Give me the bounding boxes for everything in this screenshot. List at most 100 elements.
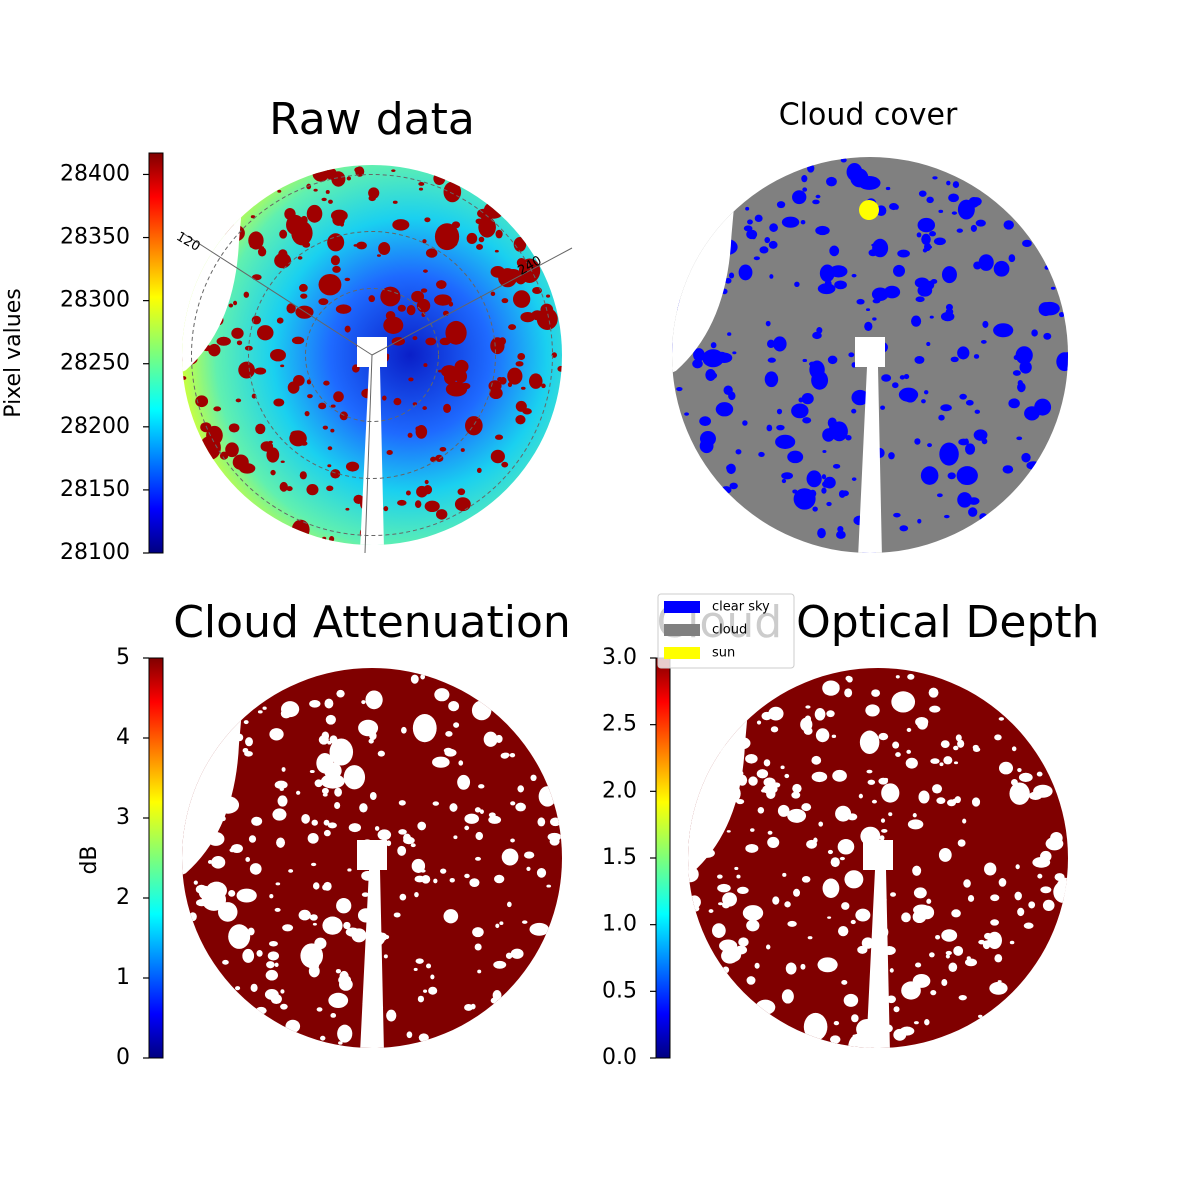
cloud-patch — [382, 395, 387, 401]
colorbar-tick-label: 2.0 — [602, 778, 637, 803]
cloud-patch — [998, 878, 1007, 887]
cloud-patch — [457, 488, 466, 496]
cloud-patch — [358, 719, 379, 737]
cloud-patch — [998, 761, 1013, 775]
cloud-patch — [971, 797, 981, 807]
cloud-patch — [343, 765, 366, 790]
cloud-patch — [195, 395, 209, 408]
cloud-patch — [907, 819, 924, 830]
cloud-patch — [777, 804, 790, 817]
cloud-patch — [897, 249, 910, 258]
cloud-patch — [274, 780, 288, 790]
cloud-patch — [823, 476, 836, 489]
cloud-patch — [286, 303, 296, 314]
cloud-patch — [827, 355, 838, 365]
cloud-patch — [334, 787, 342, 797]
cloud-patch — [318, 298, 329, 306]
cloud-patch — [926, 196, 934, 204]
cloud-patch — [399, 893, 407, 901]
cloud-patch — [353, 244, 358, 247]
cloud-patch — [1058, 311, 1065, 318]
cloud-patch — [478, 236, 485, 243]
cloud-patch — [291, 519, 310, 540]
cloud-patch — [516, 258, 527, 268]
mask-mast — [357, 840, 387, 1048]
cloud-patch — [300, 293, 308, 299]
cloud-patch — [257, 325, 274, 341]
colorbar — [655, 657, 671, 1059]
cloud-patch — [1056, 352, 1068, 372]
cloud-patch — [929, 315, 934, 319]
cloud-patch — [785, 962, 797, 975]
cloud-patch — [507, 382, 513, 388]
cloud-patch — [920, 466, 939, 485]
cloud-patch — [829, 265, 848, 278]
cloud-patch — [333, 1000, 338, 1004]
cloud-patch — [939, 762, 944, 767]
cloud-patch — [343, 921, 351, 930]
cloud-patch — [911, 315, 922, 327]
cloud-patch — [826, 501, 832, 507]
cloud-patch — [1011, 779, 1018, 786]
cloud-patch — [454, 359, 469, 374]
cloud-patch — [338, 1041, 343, 1045]
cloud-patch — [320, 774, 345, 789]
cloud-patch — [848, 1033, 872, 1048]
cloud-patch — [322, 425, 328, 430]
cloud-patch — [281, 767, 286, 772]
cloud-patch — [287, 381, 300, 394]
cloud-patch — [418, 182, 425, 186]
cloud-patch — [499, 921, 504, 925]
cloud-patch — [1015, 346, 1033, 365]
cloud-patch — [423, 363, 428, 368]
cloud-patch — [824, 689, 829, 695]
cloud-patch — [474, 807, 481, 813]
cloud-patch — [722, 966, 730, 974]
cloud-patch — [515, 802, 526, 812]
polar-spoke — [180, 231, 373, 356]
cloud-patch — [957, 839, 966, 847]
cloud-patch — [932, 784, 943, 794]
cloud-patch — [718, 902, 723, 906]
cloud-patch — [784, 773, 790, 779]
cloud-patch — [1012, 370, 1021, 376]
cloud-patch — [231, 327, 244, 339]
cloud-patch — [801, 392, 814, 405]
cloud-patch — [1002, 465, 1014, 474]
cloud-patch — [970, 224, 978, 232]
cloud-patch — [890, 892, 897, 897]
cloud-patch — [414, 875, 425, 883]
cloud-patch — [722, 892, 737, 907]
cloud-patch — [914, 438, 921, 445]
cloud-patch — [494, 434, 504, 440]
cloud-patch — [411, 858, 426, 873]
cloud-patch — [812, 331, 822, 340]
cloud-patch — [401, 726, 407, 734]
cloud-patch — [975, 219, 986, 227]
cloud-patch — [422, 406, 427, 410]
cloud-patch — [489, 387, 503, 400]
cloud-patch — [330, 428, 335, 433]
cloud-patch — [957, 739, 965, 748]
cloud-patch — [472, 927, 484, 938]
cloud-patch — [428, 986, 438, 995]
cloud-patch — [953, 745, 959, 751]
cloud-patch — [754, 962, 760, 969]
cloud-patch — [893, 1006, 900, 1013]
cloud-patch — [858, 793, 863, 799]
cloud-patch — [410, 674, 419, 684]
cloud-patch — [386, 1009, 397, 1022]
cloud-patch — [913, 887, 927, 899]
cloud-patch — [1043, 332, 1052, 340]
cloud-patch — [891, 691, 916, 713]
cloud-patch — [906, 727, 912, 732]
cloud-patch — [1039, 301, 1060, 316]
cloud-patch — [787, 920, 797, 927]
cloud-patch — [277, 189, 282, 193]
cloud-patch — [879, 835, 885, 841]
cloud-patch — [249, 243, 257, 249]
cloud-patch — [398, 829, 407, 835]
colorbar-tick-label: 1 — [116, 965, 130, 990]
cloud-patch — [946, 180, 951, 186]
